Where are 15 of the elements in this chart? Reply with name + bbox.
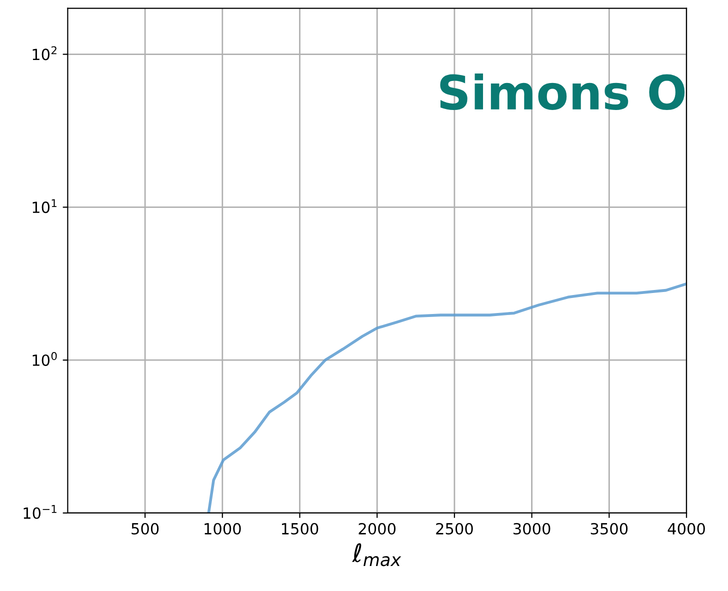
x-tick-label: 2000 — [358, 522, 396, 535]
x-tick-label: 3000 — [514, 522, 550, 535]
y-tick-label: 10$^{1}$ — [32, 199, 56, 214]
y-tick-label: 10$^{0}$ — [32, 352, 57, 366]
x-tick-label: 3500 — [590, 522, 628, 535]
x-tick-label: 1000 — [204, 522, 241, 535]
y-tick-label: 10$^{−1}$ — [24, 505, 56, 519]
x-tick-label: 500 — [132, 522, 159, 535]
annotation: Simons O — [440, 73, 685, 110]
x-tick-label: 1500 — [282, 522, 318, 535]
line-series — [207, 282, 687, 513]
x-tick-label: 4000 — [668, 522, 705, 535]
y-tick-label: 10$^{2}$ — [32, 46, 56, 60]
x-axis-title: ℓ$_{max}$ — [352, 543, 402, 566]
x-tick-label: 2500 — [436, 522, 473, 535]
